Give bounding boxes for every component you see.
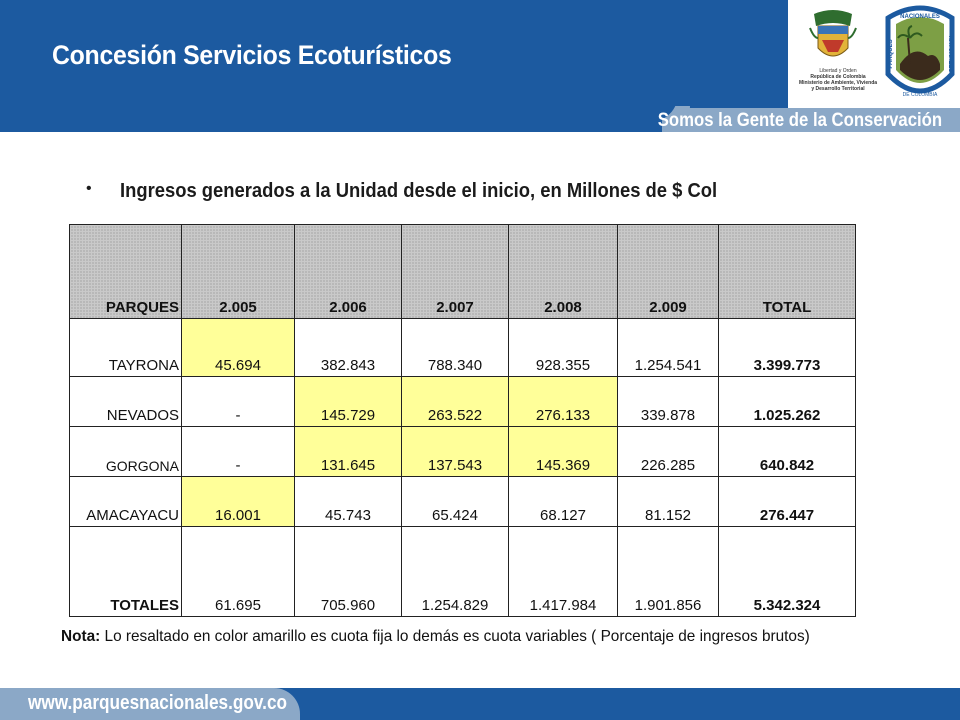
slogan-band [664, 108, 960, 132]
parks-logo-text-left: PARQUES [888, 39, 894, 68]
logo-panel: Libertad y Orden República de Colombia M… [788, 0, 960, 108]
park-name-cell: NEVADOS [69, 376, 182, 427]
table-row: NEVADOS - 145.729 263.522 276.133 339.87… [69, 376, 856, 427]
table-cell: 81.152 [617, 476, 719, 527]
column-header-total: TOTAL [718, 224, 856, 319]
table-row: TAYRONA 45.694 382.843 788.340 928.355 1… [69, 318, 856, 377]
table-cell: 339.878 [617, 376, 719, 427]
park-name-cell: AMACAYACU [69, 476, 182, 527]
parks-logo-text-right: NATURALES [947, 36, 953, 73]
column-header-2007: 2.007 [401, 224, 509, 319]
table-cell: 1.417.984 [508, 526, 618, 617]
table-cell: 276.133 [508, 376, 618, 427]
footnote-text: Lo resaltado en color amarillo es cuota … [100, 628, 810, 645]
row-total-cell: 1.025.262 [718, 376, 856, 427]
table-row: AMACAYACU 16.001 45.743 65.424 68.127 81… [69, 476, 856, 527]
table-cell: 226.285 [617, 426, 719, 477]
footnote-label: Nota: [61, 628, 101, 645]
table-cell: 145.369 [508, 426, 618, 477]
table-cell: - [181, 426, 295, 477]
column-header-2008: 2.008 [508, 224, 618, 319]
table-cell: - [181, 376, 295, 427]
header-bar: Concesión Servicios Ecoturísticos Somos … [0, 0, 960, 132]
table-cell: 705.960 [294, 526, 402, 617]
gov-country: República de Colombia [810, 74, 866, 80]
colombia-coat-of-arms-icon [809, 10, 857, 57]
gov-ministry: Ministerio de Ambiente, Vivienda [798, 80, 878, 86]
table-cell: 263.522 [401, 376, 509, 427]
totals-row: TOTALES 61.695 705.960 1.254.829 1.417.9… [69, 526, 856, 617]
table-cell: 131.645 [294, 426, 402, 477]
table-cell: 788.340 [401, 318, 509, 377]
table-cell: 65.424 [401, 476, 509, 527]
table-cell: 382.843 [294, 318, 402, 377]
table-row: GORGONA - 131.645 137.543 145.369 226.28… [69, 426, 856, 477]
gov-motto: Libertad y Orden [819, 68, 857, 74]
park-name-cell: GORGONA [69, 426, 182, 477]
table-cell: 1.901.856 [617, 526, 719, 617]
slogan-text: Somos la Gente de la Conservación [657, 110, 942, 131]
parks-logo-text-top: NACIONALES [900, 14, 940, 20]
table-cell: 16.001 [181, 476, 295, 527]
grand-total-cell: 5.342.324 [718, 526, 856, 617]
row-total-cell: 640.842 [718, 426, 856, 477]
income-table: PARQUES 2.005 2.006 2.007 2.008 2.009 TO… [69, 224, 856, 617]
table-cell: 68.127 [508, 476, 618, 527]
website-url: www.parquesnacionales.gov.co [28, 692, 288, 714]
table-cell: 137.543 [401, 426, 509, 477]
park-name-cell: TAYRONA [69, 318, 182, 377]
table-header-row: PARQUES 2.005 2.006 2.007 2.008 2.009 TO… [69, 224, 856, 319]
row-total-cell: 276.447 [718, 476, 856, 527]
section-heading: Ingresos generados a la Unidad desde el … [120, 180, 718, 202]
table-cell: 1.254.829 [401, 526, 509, 617]
table-cell: 1.254.541 [617, 318, 719, 377]
table-cell: 145.729 [294, 376, 402, 427]
footnote: Nota: Lo resaltado en color amarillo es … [61, 623, 829, 650]
column-header-2009: 2.009 [617, 224, 719, 319]
totals-label-cell: TOTALES [69, 526, 182, 617]
page-title: Concesión Servicios Ecoturísticos [52, 40, 452, 70]
table-cell: 45.743 [294, 476, 402, 527]
footer-band [0, 688, 300, 720]
gov-ministry-2: y Desarrollo Territorial [811, 86, 865, 92]
column-header-2006: 2.006 [294, 224, 402, 319]
footer-bar: www.parquesnacionales.gov.co [0, 688, 960, 720]
parques-nacionales-logo-icon: NACIONALES PARQUES NATURALES DE COLOMBIA [885, 5, 955, 98]
row-total-cell: 3.399.773 [718, 318, 856, 377]
column-header-2005: 2.005 [181, 224, 295, 319]
government-text: Libertad y Orden República de Colombia M… [790, 68, 886, 92]
bullet-item: • Ingresos generados a la Unidad desde e… [86, 180, 770, 203]
table-cell: 45.694 [181, 318, 295, 377]
table-cell: 61.695 [181, 526, 295, 617]
table-cell: 928.355 [508, 318, 618, 377]
column-header-parques: PARQUES [69, 224, 182, 319]
parks-logo-text-bottom: DE COLOMBIA [903, 92, 938, 98]
bullet-marker: • [86, 180, 92, 197]
